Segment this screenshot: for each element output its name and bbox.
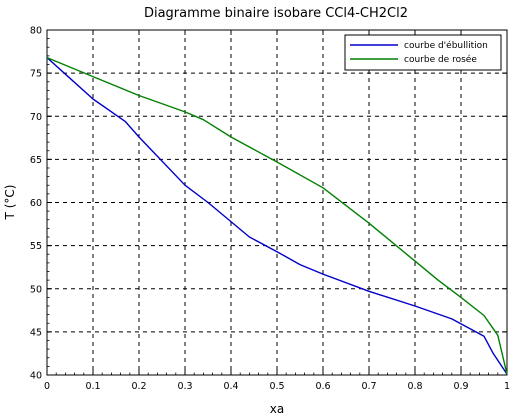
axis-ticks: 0 0.1 0.2 0.3 0.4 0.5 0.6 0.7 0.8 0.9 1 40 45 50 55 60 6… bbox=[30, 26, 510, 393]
y-tick-label: 70 bbox=[30, 112, 42, 123]
chart-title: Diagramme binaire isobare CCl4-CH2Cl2 bbox=[144, 6, 408, 21]
legend: courbe d'ébullition courbe de rosée bbox=[344, 34, 502, 71]
series-group bbox=[46, 56, 508, 375]
legend-label: courbe de rosée bbox=[404, 54, 477, 65]
series-line-2 bbox=[46, 56, 508, 375]
x-tick-label: 0.4 bbox=[223, 381, 238, 392]
y-tick-label: 50 bbox=[30, 284, 42, 295]
x-tick-label: 0.2 bbox=[131, 381, 146, 392]
legend-box bbox=[344, 34, 502, 71]
x-tick-label: 0.5 bbox=[269, 381, 284, 392]
y-tick-label: 80 bbox=[30, 26, 42, 37]
y-tick-label: 60 bbox=[30, 198, 42, 209]
y-tick-label: 65 bbox=[30, 155, 42, 166]
y-tick-label: 40 bbox=[30, 371, 42, 382]
series-line-1 bbox=[46, 57, 508, 375]
x-tick-label: 0.3 bbox=[177, 381, 192, 392]
y-tick-label: 55 bbox=[30, 241, 42, 252]
x-tick-label: 0.6 bbox=[315, 381, 330, 392]
x-tick-label: 0.9 bbox=[453, 381, 468, 392]
y-tick-label: 75 bbox=[30, 69, 42, 80]
y-tick-label: 45 bbox=[30, 327, 42, 338]
legend-label: courbe d'ébullition bbox=[404, 40, 488, 51]
y-axis-label: T (°C) bbox=[3, 185, 17, 221]
x-tick-label: 0.1 bbox=[85, 381, 100, 392]
x-tick-label: 0.7 bbox=[361, 381, 376, 392]
x-tick-label: 0.8 bbox=[407, 381, 422, 392]
grid bbox=[47, 30, 507, 375]
x-axis-label: xa bbox=[270, 402, 284, 416]
x-tick-label: 0 bbox=[44, 381, 50, 392]
x-tick-label: 1 bbox=[504, 381, 510, 392]
